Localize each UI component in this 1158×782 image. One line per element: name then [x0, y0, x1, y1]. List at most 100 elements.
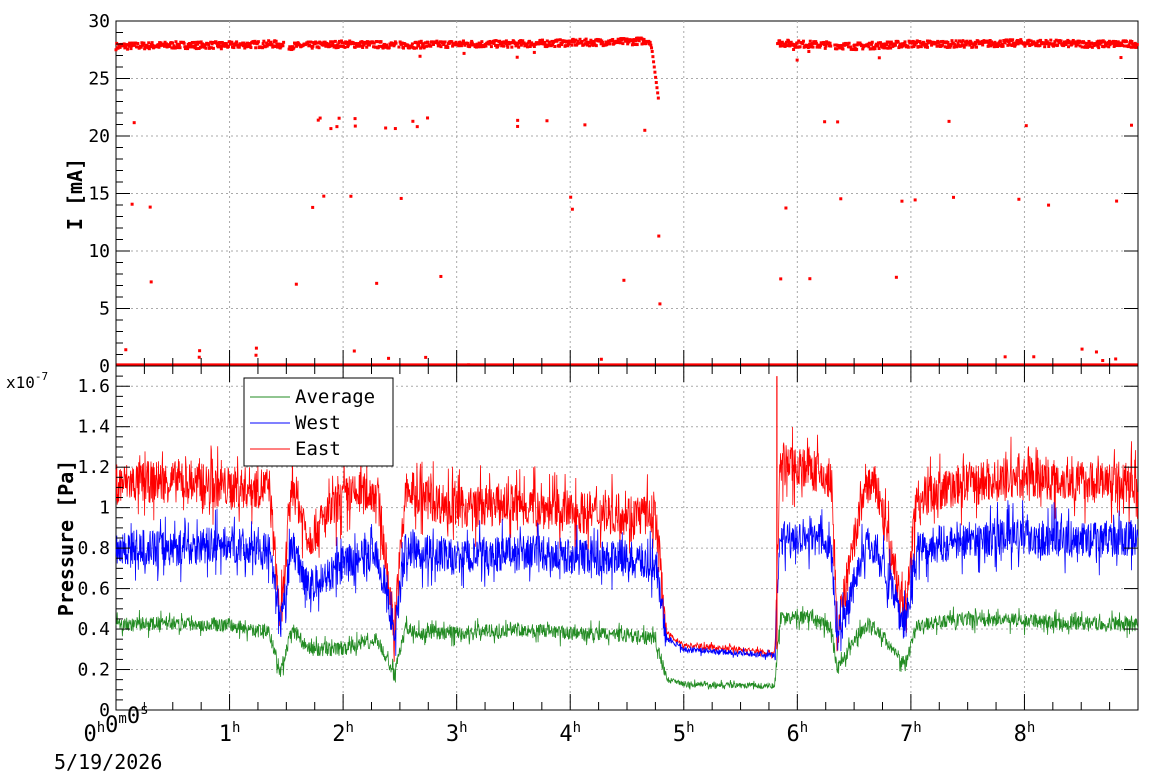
- current-point: [987, 42, 991, 46]
- current-point: [279, 45, 283, 49]
- current-dropout-point: [784, 206, 788, 210]
- current-point: [615, 40, 619, 44]
- current-point: [1047, 44, 1051, 48]
- current-dropout-point: [294, 282, 298, 286]
- current-point: [260, 46, 264, 50]
- current-point: [1038, 44, 1042, 48]
- current-point: [330, 44, 334, 48]
- current-point: [654, 81, 658, 85]
- current-point: [519, 43, 523, 47]
- current-dropout-point: [792, 47, 796, 51]
- current-point: [637, 39, 641, 43]
- current-point: [829, 44, 833, 48]
- current-dropout-point: [337, 116, 341, 120]
- current-point: [949, 44, 953, 48]
- current-point: [574, 38, 578, 42]
- current-point: [918, 40, 922, 44]
- current-point: [414, 46, 418, 50]
- bottom-y-tick-label: 1.4: [77, 417, 110, 438]
- current-dropout-point: [130, 202, 134, 206]
- current-point: [818, 43, 822, 47]
- current-point: [1054, 38, 1058, 42]
- current-point: [204, 46, 208, 50]
- current-point: [209, 40, 213, 44]
- current-point: [1130, 40, 1134, 44]
- current-point: [649, 43, 653, 47]
- current-point: [652, 65, 656, 69]
- current-point: [423, 45, 427, 49]
- current-point: [162, 42, 166, 46]
- current-point: [539, 42, 543, 46]
- current-dropout-point: [894, 275, 898, 279]
- current-point: [310, 46, 314, 50]
- current-dropout-point: [335, 125, 339, 129]
- current-point: [522, 41, 526, 45]
- legend: Average West East: [243, 377, 394, 467]
- current-point: [261, 42, 265, 46]
- current-point: [815, 45, 819, 49]
- current-point: [1086, 45, 1090, 49]
- current-point: [528, 45, 532, 49]
- current-point: [124, 45, 128, 49]
- current-point: [147, 47, 151, 51]
- current-point: [331, 40, 335, 44]
- current-point: [432, 42, 436, 46]
- current-point: [311, 44, 315, 48]
- current-point: [176, 46, 180, 50]
- current-point: [886, 46, 890, 50]
- current-point: [822, 40, 826, 44]
- current-point: [346, 43, 350, 47]
- current-point: [943, 45, 947, 49]
- current-point: [884, 46, 888, 50]
- current-point: [222, 44, 226, 48]
- current-point: [1039, 38, 1043, 42]
- current-point: [333, 39, 337, 43]
- current-point: [139, 45, 143, 49]
- current-point: [516, 42, 520, 46]
- current-point: [147, 41, 151, 45]
- x-hour-label: 6h: [786, 720, 808, 747]
- current-point: [295, 44, 299, 48]
- current-dropout-point: [424, 355, 428, 359]
- current-dropout-point: [913, 198, 917, 202]
- current-dropout-point: [1114, 357, 1118, 361]
- current-dropout-point: [515, 55, 519, 59]
- current-dropout-point: [353, 117, 357, 121]
- current-dropout-point: [1024, 124, 1028, 128]
- current-point: [1090, 45, 1094, 49]
- current-point: [1087, 39, 1091, 43]
- current-point: [412, 46, 416, 50]
- current-point: [408, 46, 412, 50]
- current-point: [876, 44, 880, 48]
- current-dropout-point: [329, 127, 333, 131]
- current-point: [576, 39, 580, 43]
- current-point: [1000, 42, 1004, 46]
- current-point: [379, 40, 383, 44]
- current-dropout-point: [322, 194, 326, 198]
- current-point: [922, 41, 926, 45]
- current-point: [778, 39, 782, 43]
- current-point: [956, 41, 960, 45]
- current-point: [174, 40, 178, 44]
- current-point: [780, 40, 784, 44]
- current-point: [644, 42, 648, 46]
- current-point: [797, 39, 801, 43]
- current-point: [870, 40, 874, 44]
- current-point: [136, 42, 140, 46]
- current-point: [957, 39, 961, 43]
- current-point: [807, 45, 811, 49]
- current-point: [172, 44, 176, 48]
- current-point: [1120, 41, 1124, 45]
- current-point: [585, 43, 589, 47]
- current-point: [340, 41, 344, 45]
- current-point: [249, 46, 253, 50]
- current-point: [421, 43, 425, 47]
- current-point: [245, 41, 249, 45]
- current-point: [1062, 44, 1066, 48]
- current-point: [496, 43, 500, 47]
- current-point: [1023, 44, 1027, 48]
- current-point: [1129, 45, 1133, 49]
- current-point: [986, 44, 990, 48]
- current-point: [442, 42, 446, 46]
- current-point: [556, 38, 560, 42]
